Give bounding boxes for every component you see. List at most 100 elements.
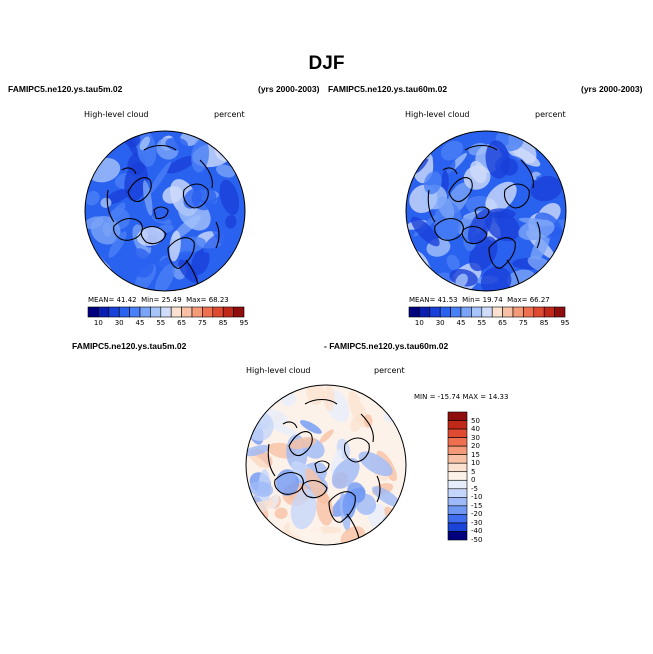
panel1-colorbar-tick-label: 30 [114,319,124,327]
panel1-mean-value: 41.42 [116,296,137,304]
panel3-coastline [301,479,328,499]
panel1-coastline [140,225,167,245]
panel2-colorbar-tick-label: 55 [477,319,487,327]
panel1-coastline [185,259,199,285]
panel2-coastline [464,144,498,151]
panel2-coastline [427,189,436,223]
panel2-colorbar-box-2 [429,306,441,318]
panel1-units-label: percent [214,110,245,119]
panel1-coastline [153,206,169,220]
panel3-colorbar-box-5 [447,454,468,464]
panel3-colorbar-tick-label: 30 [471,433,480,442]
panel2-colorbar-box-1 [419,306,431,318]
panel3-colorbar-tick-label: -50 [471,536,483,544]
panel3-field-patch [358,451,393,477]
panel1-field-patch [183,188,203,209]
panel2-coastline [503,183,530,209]
diff-case-title-b: - FAMIPC5.ne120.ys.tau60m.02 [324,341,449,351]
panel2-field-patch [500,158,519,176]
panel2-colorbar-tick-label: 30 [435,319,445,327]
panel3-coastline [288,431,313,457]
panel1-field-patch [157,251,195,270]
panel1-coastline [167,237,195,269]
panel1-field-patch [225,214,237,229]
panel2-field-patch [480,266,512,291]
panel1-field-patch [85,191,100,206]
panel1-field-patch [139,136,151,151]
panel1-colorbar-tick-label: 45 [135,319,145,327]
panel3-coastline [282,421,298,429]
panel3-field-patch [274,507,288,519]
panel1-field-patch [108,231,127,258]
panel3-coastline [360,413,374,443]
panel1-colorbar-box-3 [118,306,130,318]
panel3-colorbar-tick-label: -10 [471,493,483,502]
panel2-min-value: 19.74 [482,296,503,304]
panel3-field-patch [289,436,317,450]
panel3-field-patch [276,469,300,496]
panel2-field-patch [437,196,455,220]
panel3-coastline [328,491,356,523]
panel1-colorbar-box-1 [98,306,110,318]
panel2-max-label: Max= [507,296,528,304]
panel3-field-patch [269,423,301,437]
panel1-colorbar-tick-label: 85 [218,319,228,327]
panel2-field-patch [406,141,434,160]
panel3-colorbar-tick-label: 40 [471,425,480,434]
panel2-colorbar-box-4 [450,306,462,318]
panel2-coastline [506,259,520,285]
panel2-colorbar-box-6 [471,306,483,318]
panel3-field-patch [305,468,329,505]
panel1-field-patch [86,269,111,285]
right-case-title: FAMIPC5.ne120.ys.tau60m.02 [328,84,448,94]
left-case-title: FAMIPC5.ne120.ys.tau5m.02 [8,84,123,94]
panel3-field-patch [247,453,269,469]
panel3-field-patch [246,444,270,457]
panel1-colorbar-box-2 [108,306,120,318]
panel2-colorbar-box-5 [460,306,472,318]
panel1-field-patch [191,138,210,173]
panel3-field-patch [384,523,406,542]
panel3-colorbar-tick-label: -5 [471,484,478,493]
panel3-colorbar-box-12 [447,514,468,524]
panel3-coastline [267,443,276,477]
panel3-coastline [314,460,330,474]
panel1-colorbar-tick-label: 95 [239,319,249,327]
panel3-colorbar-box-2 [447,428,468,438]
panel1-field-patch [219,179,240,216]
left-case-years: (yrs 2000-2003) [258,84,320,94]
panel2-field-patch [530,230,551,264]
panel2-coastline [536,221,541,249]
panel2-colorbar [408,306,566,318]
panel3-colorbar-box-7 [447,471,468,481]
panel2-colorbar-tick-label: 45 [456,319,466,327]
panel3-colorbar-tick-label: 50 [471,416,480,425]
panel1-field-patch [154,263,175,291]
panel2-units-label: percent [535,110,566,119]
panel1-field-patch [142,180,153,216]
panel3-coastline [376,475,381,503]
panel3-colorbar-box-11 [447,505,468,515]
panel2-field-patch [486,211,520,242]
panel1-max-value: 68.23 [208,296,229,304]
panel3-colorbar-tick-label: -20 [471,510,483,519]
panel3-field-patch [371,486,402,508]
panel1-coastline [215,221,220,249]
panel1-colorbar-box-5 [139,306,151,318]
panel2-coastline [488,237,516,269]
panel2-coastline [448,177,473,203]
panel2-colorbar-box-11 [523,306,535,318]
panel3-field-patch [331,457,360,489]
panel1-field-patch [203,228,236,254]
panel3-colorbar-tick-label: 10 [471,459,480,468]
panel3-colorbar-tick-label: 15 [471,450,480,459]
panel2-colorbar-tick-label: 75 [518,319,528,327]
panel1-colorbar-box-7 [160,306,172,318]
panel2-coastline [520,159,534,189]
panel1-variable-label: High-level cloud [84,110,149,119]
panel3-min-max: MIN = -15.74 MAX = 14.33 [414,393,509,401]
panel2-colorbar-box-7 [481,306,493,318]
panel1-colorbar [87,306,245,318]
panel1-colorbar-tick-label: 75 [197,319,207,327]
panel3-colorbar-tick-label: -30 [471,518,483,527]
